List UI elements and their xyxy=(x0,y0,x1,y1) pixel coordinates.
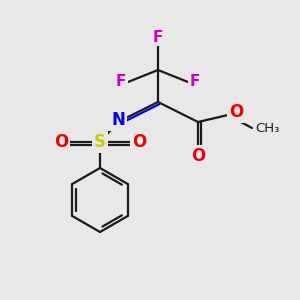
Text: F: F xyxy=(153,29,163,44)
Text: O: O xyxy=(54,133,68,151)
Text: F: F xyxy=(116,74,126,89)
Text: CH₃: CH₃ xyxy=(255,122,279,134)
Text: O: O xyxy=(191,147,205,165)
Text: O: O xyxy=(132,133,146,151)
Text: N: N xyxy=(111,111,125,129)
Text: O: O xyxy=(229,103,243,121)
Text: S: S xyxy=(94,133,106,151)
Text: F: F xyxy=(190,74,200,89)
